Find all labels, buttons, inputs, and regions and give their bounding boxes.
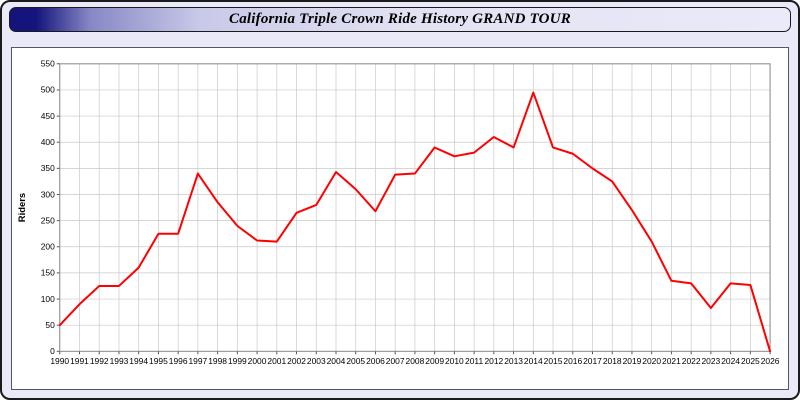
svg-text:0: 0 bbox=[50, 346, 55, 356]
svg-text:100: 100 bbox=[41, 294, 55, 304]
svg-text:400: 400 bbox=[41, 137, 55, 147]
svg-text:2026: 2026 bbox=[761, 356, 780, 366]
svg-text:2016: 2016 bbox=[563, 356, 582, 366]
svg-text:2015: 2015 bbox=[544, 356, 563, 366]
chart-panel: 0 50 100 150 200 250 300 350 400 450 500 550 1990 199… bbox=[11, 47, 789, 390]
svg-text:550: 550 bbox=[41, 59, 55, 69]
svg-text:2002: 2002 bbox=[287, 356, 306, 366]
svg-text:2011: 2011 bbox=[465, 356, 483, 366]
svg-text:1996: 1996 bbox=[169, 356, 188, 366]
svg-text:1992: 1992 bbox=[90, 356, 109, 366]
svg-text:2006: 2006 bbox=[366, 356, 385, 366]
svg-text:1999: 1999 bbox=[228, 356, 247, 366]
svg-text:1991: 1991 bbox=[70, 356, 89, 366]
svg-text:450: 450 bbox=[41, 111, 55, 121]
svg-text:Riders: Riders bbox=[17, 193, 28, 222]
svg-text:1993: 1993 bbox=[110, 356, 129, 366]
svg-text:2018: 2018 bbox=[603, 356, 622, 366]
svg-text:2012: 2012 bbox=[484, 356, 503, 366]
svg-text:250: 250 bbox=[41, 215, 55, 225]
svg-text:2013: 2013 bbox=[504, 356, 523, 366]
svg-text:150: 150 bbox=[41, 268, 55, 278]
svg-text:2024: 2024 bbox=[721, 356, 740, 366]
svg-text:1998: 1998 bbox=[208, 356, 227, 366]
svg-text:2017: 2017 bbox=[583, 356, 602, 366]
svg-text:1995: 1995 bbox=[149, 356, 168, 366]
svg-text:1990: 1990 bbox=[50, 356, 69, 366]
page-title-bar: California Triple Crown Ride History GRA… bbox=[9, 7, 791, 32]
svg-text:350: 350 bbox=[41, 163, 55, 173]
svg-text:2008: 2008 bbox=[406, 356, 425, 366]
svg-text:2004: 2004 bbox=[327, 356, 346, 366]
svg-text:2020: 2020 bbox=[642, 356, 661, 366]
svg-text:300: 300 bbox=[41, 189, 55, 199]
svg-text:2023: 2023 bbox=[701, 356, 720, 366]
svg-text:2009: 2009 bbox=[425, 356, 444, 366]
svg-text:500: 500 bbox=[41, 85, 55, 95]
svg-text:2019: 2019 bbox=[623, 356, 642, 366]
svg-text:1994: 1994 bbox=[129, 356, 148, 366]
svg-text:2000: 2000 bbox=[248, 356, 267, 366]
svg-text:2014: 2014 bbox=[524, 356, 543, 366]
svg-text:2007: 2007 bbox=[386, 356, 405, 366]
ride-history-line-chart: 0 50 100 150 200 250 300 350 400 450 500 550 1990 199… bbox=[14, 50, 786, 389]
svg-text:2021: 2021 bbox=[662, 356, 681, 366]
svg-text:2025: 2025 bbox=[741, 356, 760, 366]
svg-text:2005: 2005 bbox=[346, 356, 365, 366]
svg-text:2003: 2003 bbox=[307, 356, 326, 366]
svg-text:2001: 2001 bbox=[267, 356, 286, 366]
svg-text:50: 50 bbox=[45, 320, 55, 330]
svg-text:2022: 2022 bbox=[682, 356, 701, 366]
svg-text:1997: 1997 bbox=[188, 356, 207, 366]
svg-text:2010: 2010 bbox=[445, 356, 464, 366]
page-title: California Triple Crown Ride History GRA… bbox=[229, 11, 571, 27]
svg-text:200: 200 bbox=[41, 242, 55, 252]
